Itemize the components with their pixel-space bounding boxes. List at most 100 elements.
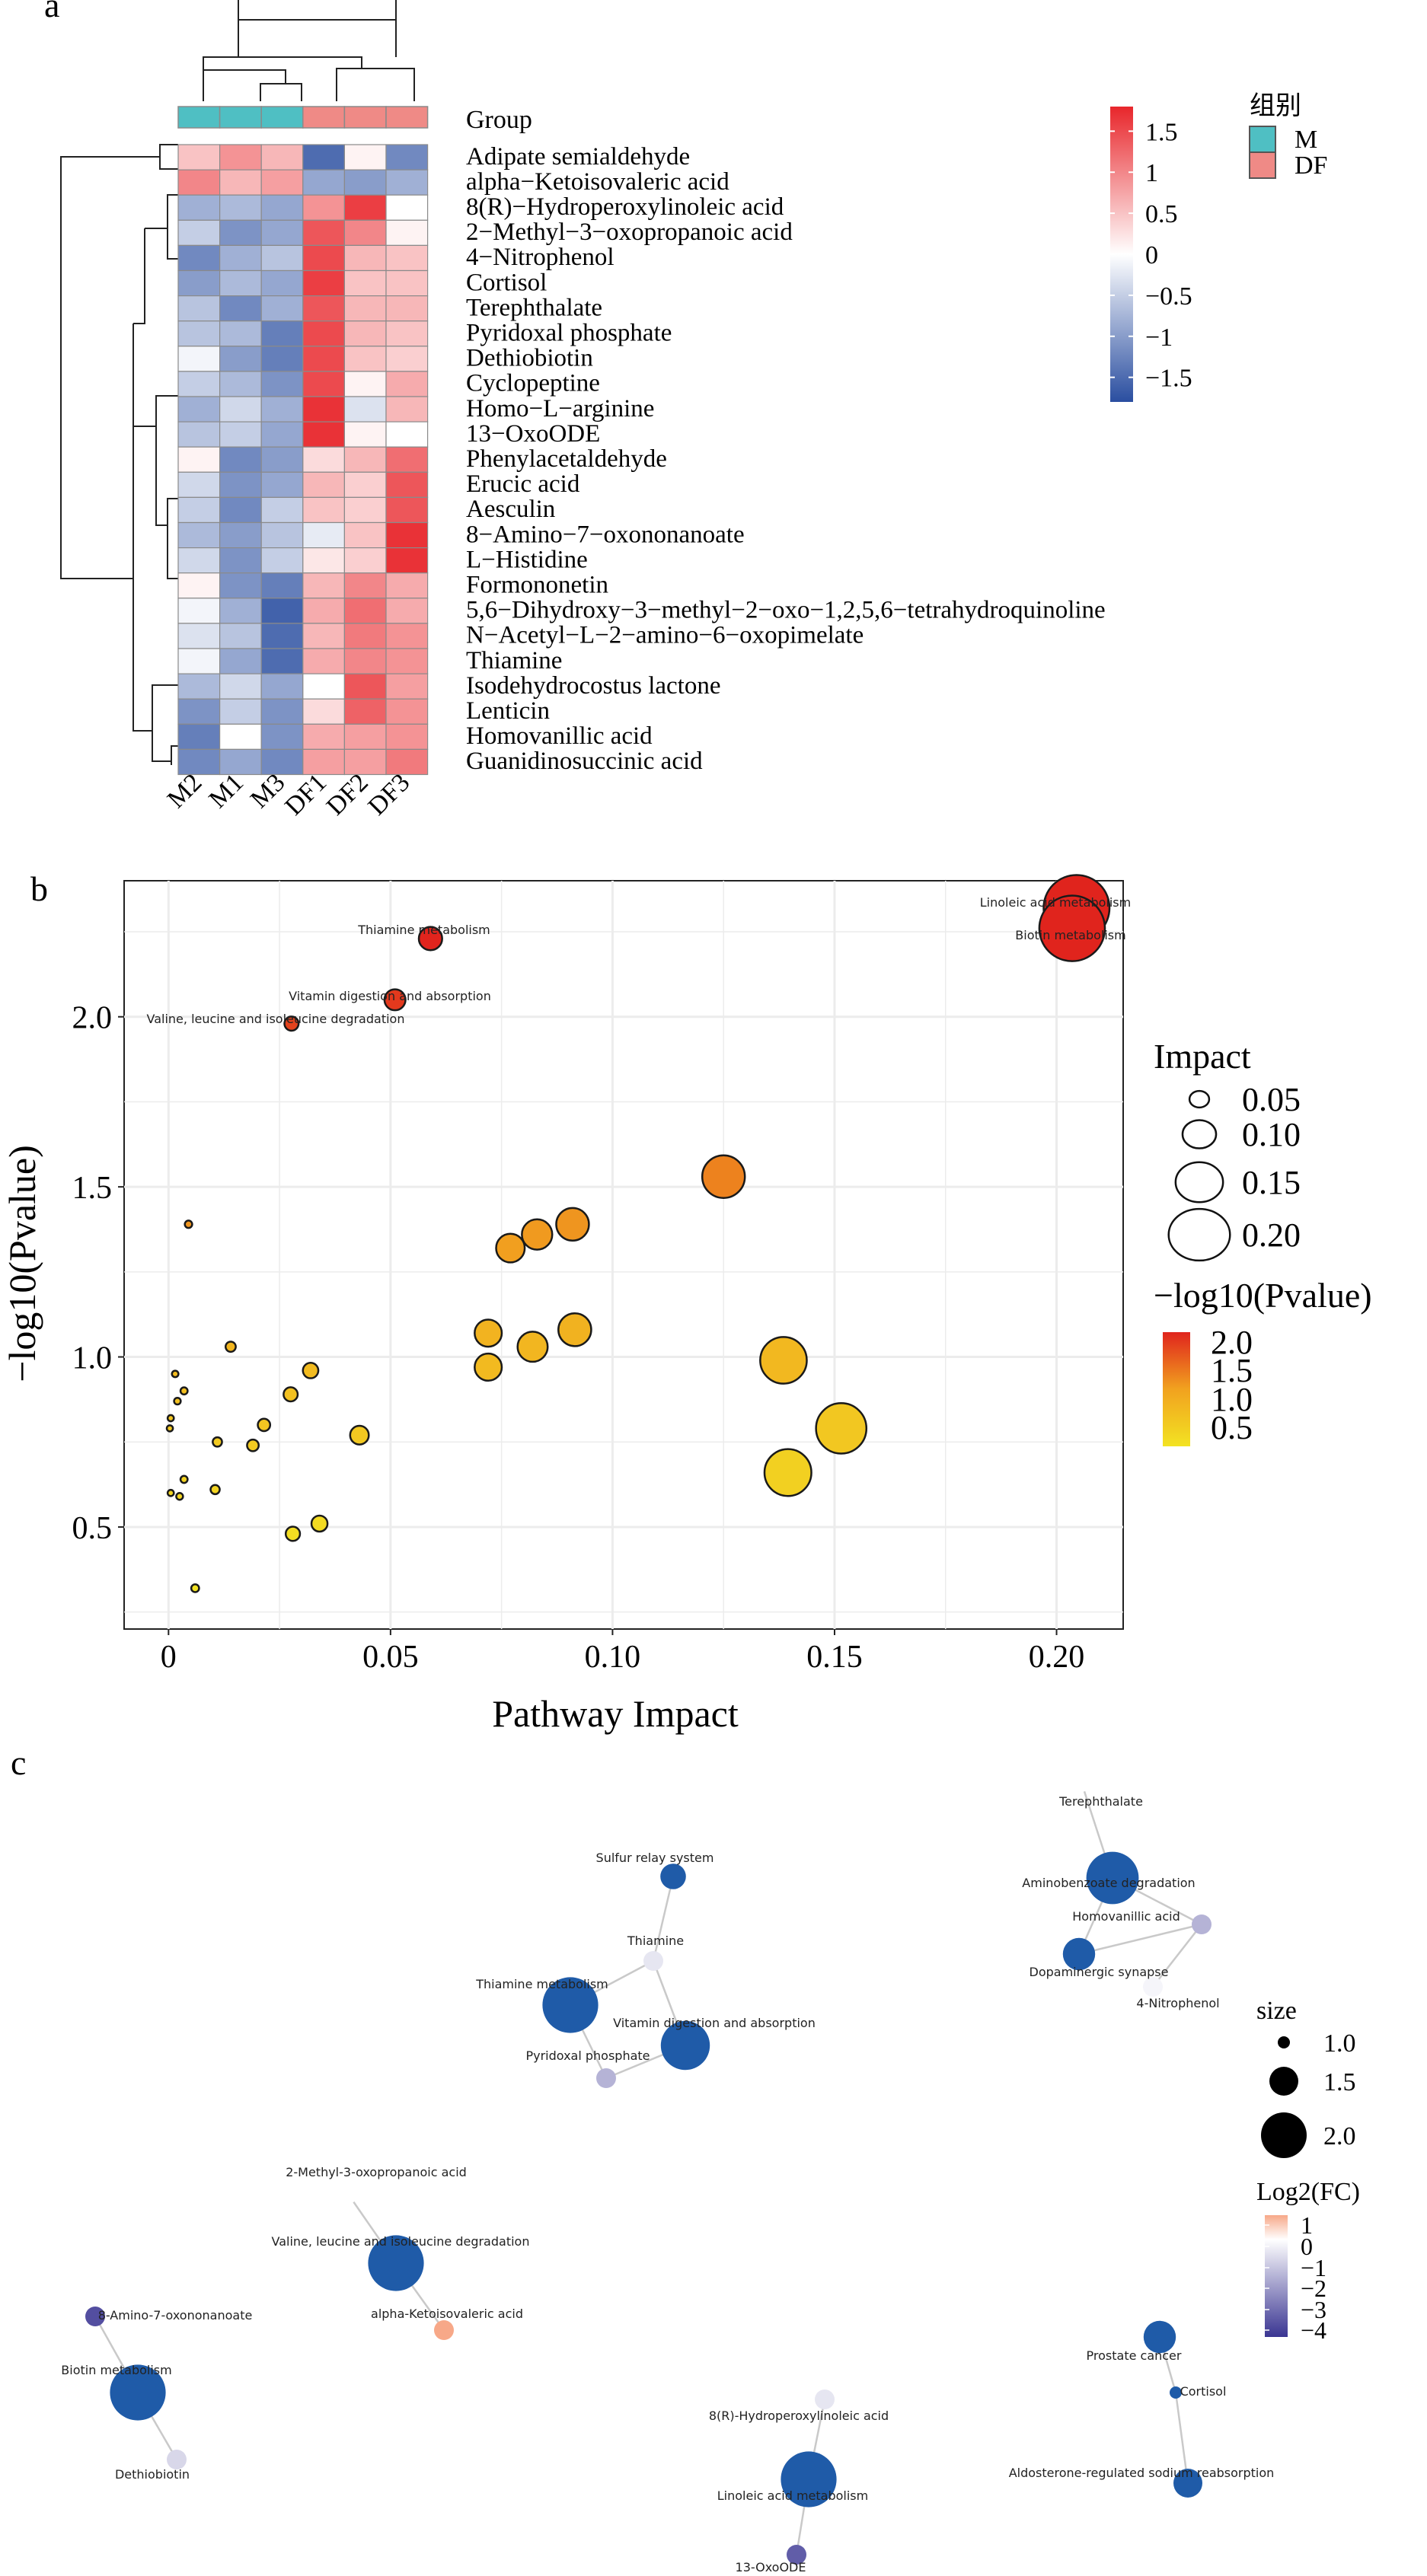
heatmap-cell (219, 320, 262, 347)
group-row-label: Group (466, 106, 532, 134)
pvalue-legend-title: −log10(Pvalue) (1154, 1276, 1372, 1315)
bubble-point (179, 1475, 189, 1484)
heatmap-cell (385, 219, 429, 246)
bubble-point (166, 1488, 175, 1497)
network-edge (1152, 1924, 1202, 1988)
heatmap-cell (343, 295, 387, 322)
pvalue-legend-label: 1.5 (1211, 1352, 1253, 1389)
heatmap-cell (260, 521, 304, 549)
bubble-point (246, 1438, 260, 1452)
network-nodes (85, 1772, 1212, 2565)
heatmap-cell (302, 446, 345, 473)
impact-legend-circle (1188, 1089, 1211, 1109)
bubble-point (283, 1015, 300, 1032)
bubble-point (165, 1424, 174, 1433)
pathway-node-prostate (1143, 2320, 1176, 2354)
heatmap-cell (177, 371, 221, 397)
network-node-label: Valine, leucine and isoleucine degradati… (272, 2234, 530, 2249)
heatmap-cell (177, 169, 221, 196)
pvalue-legend-label: 1.0 (1211, 1381, 1253, 1418)
heatmap-cell (302, 144, 345, 171)
heatmap-row-label: 13−OxoODE (466, 420, 600, 448)
bubble-point (209, 1484, 221, 1496)
heatmap-row-label: Adipate semialdehyde (466, 143, 690, 171)
bubble-point-label: Vitamin digestion and absorption (289, 989, 491, 1003)
metabolite-node-ketoiso (434, 2320, 454, 2340)
heatmap-cell (302, 194, 345, 221)
size-legend-label: 1.5 (1323, 2068, 1356, 2096)
heatmap-cell (343, 748, 387, 776)
impact-legend-label: 0.15 (1242, 1164, 1301, 1201)
y-tick-label: 0.5 (72, 1511, 113, 1546)
heatmap-cell (177, 144, 221, 171)
bubble-point (171, 1369, 180, 1379)
x-tick-label: 0 (161, 1640, 177, 1675)
heatmap-cell (302, 572, 345, 599)
heatmap-cell (219, 396, 262, 422)
group-cell-df3 (385, 106, 429, 129)
size-legend-circle (1269, 2067, 1298, 2096)
impact-legend-label: 0.10 (1242, 1116, 1301, 1153)
heatmap-cell (219, 194, 262, 221)
heatmap-cell (260, 346, 304, 372)
heatmap-cell (343, 396, 387, 422)
heatmap-row-label: L−Histidine (466, 546, 588, 573)
heatmap-cell (177, 244, 221, 272)
heatmap-cell (343, 446, 387, 473)
bubble-point (474, 1318, 503, 1348)
heatmap-cell (343, 723, 387, 750)
heatmap-cell (302, 371, 345, 397)
network-node-label: 13-OxoODE (736, 2560, 806, 2574)
heatmap-cell (177, 295, 221, 322)
pathway-node-vitamin (660, 2020, 710, 2071)
network-node-label: Vitamin digestion and absorption (613, 2016, 816, 2030)
heatmap-row-label: Formononetin (466, 572, 608, 599)
network-node-label: Terephthalate (1058, 1794, 1143, 1809)
size-legend-circle (1261, 2112, 1307, 2158)
bubble-point (383, 988, 407, 1012)
bubble-point-label: Biotin metabolism (1015, 928, 1125, 942)
group-legend-label-df: DF (1295, 151, 1327, 180)
heatmap-cell (260, 421, 304, 448)
heatmap-cell (302, 496, 345, 524)
heatmap-cell (385, 598, 429, 624)
heatmap-cell (260, 194, 304, 221)
heatmap-cell (343, 346, 387, 372)
heatmap-cell (302, 547, 345, 574)
heatmap-cell (260, 698, 304, 725)
heatmap-cell (177, 446, 221, 473)
heatmap-cell (343, 219, 387, 246)
bubble-point (175, 1492, 184, 1501)
heatmap-cell (385, 572, 429, 599)
group-cell-m3 (260, 106, 304, 129)
heatmap-cell (219, 723, 262, 750)
metabolite-node-pyridoxal (596, 2068, 616, 2088)
heatmap-cell (302, 169, 345, 196)
heatmap-cell (343, 698, 387, 725)
heatmap-cell (385, 748, 429, 776)
pathway-node-sulfur (660, 1863, 686, 1889)
plot-area-frame (123, 880, 1124, 1630)
heatmap-row-label: Homo−L−arginine (466, 395, 654, 422)
network-edge (1174, 2392, 1189, 2484)
heatmap-cell (302, 421, 345, 448)
heatmap-cell (385, 169, 429, 196)
pathway-node-cortisol (1170, 2386, 1182, 2399)
heatmap-cell (219, 421, 262, 448)
heatmap-row-label: 8−Amino−7−oxononanoate (466, 521, 745, 548)
y-axis-title: −log10(Pvalue) (1, 1145, 43, 1382)
heatmap-cell (343, 320, 387, 347)
heatmap-cell (260, 295, 304, 322)
heatmap-cell (302, 320, 345, 347)
pathway-node-valine (368, 2235, 424, 2291)
bubble-point (284, 1526, 302, 1542)
heatmap-cell (343, 371, 387, 397)
heatmap-cell (302, 648, 345, 674)
bubble-point (417, 926, 443, 952)
heatmap-row-label: Dethiobiotin (466, 345, 593, 372)
heatmap-cell (302, 346, 345, 372)
heatmap-cell (343, 547, 387, 574)
x-tick-label: 0.05 (362, 1640, 419, 1675)
heatmap-cell (219, 269, 262, 297)
